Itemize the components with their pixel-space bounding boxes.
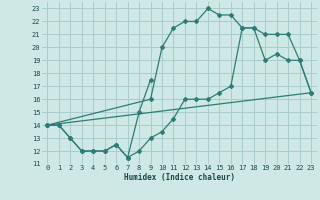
X-axis label: Humidex (Indice chaleur): Humidex (Indice chaleur) — [124, 173, 235, 182]
